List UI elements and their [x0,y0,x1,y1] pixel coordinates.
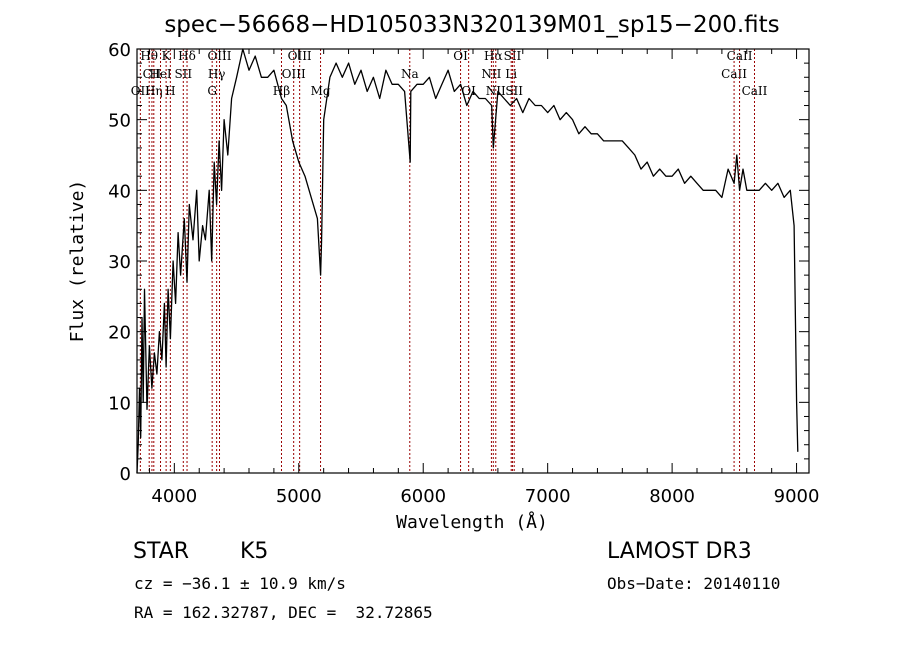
reference-line-label: CaII [727,49,753,63]
x-axis: 4000 5000 6000 7000 8000 9000 [148,49,820,507]
y-tick-label: 60 [108,40,131,61]
x-axis-label: Wavelength (Å) [396,511,548,533]
x-tick-label: 6000 [400,486,446,507]
reference-line-label: Na [401,67,419,81]
redshift-readout: cz = −36.1 ± 10.9 km/s [134,574,346,593]
reference-line-label: CII [143,67,162,81]
reference-line-label: SII [505,84,523,98]
y-axis-label: Flux (relative) [67,180,88,343]
reference-lines: OIIHθCIIHηHeIKHSIIHδGHγOIIIHβOIIIOIIIMgN… [131,49,768,473]
x-tick-label: 9000 [774,486,820,507]
reference-line-label: OIII [207,49,231,63]
object-class: STAR [133,539,190,564]
reference-line-label: Hδ [178,49,196,63]
reference-line-label: OIII [282,67,306,81]
reference-line-label: Hη [145,84,163,98]
x-tick-label: 4000 [151,486,197,507]
plot-frame [136,48,810,474]
reference-line-label: OIII [288,49,312,63]
reference-line-label: HeI [149,67,172,81]
survey-name: LAMOST DR3 [607,539,752,564]
object-subclass: K5 [240,539,269,564]
reference-line-label: CaII [721,67,747,81]
y-axis: 0 10 20 30 40 50 60 [108,40,809,485]
reference-line-label: NII [481,67,501,81]
reference-line-label: NII [486,84,506,98]
x-tick-label: 5000 [276,486,322,507]
y-tick-label: 0 [120,464,131,485]
spectrum-line [136,48,799,474]
reference-line-label: K [162,49,172,63]
reference-line-label: Hα [484,49,503,63]
reference-line-label: Li [505,67,517,81]
y-tick-label: 10 [108,393,131,414]
y-tick-label: 40 [108,181,131,202]
reference-line-label: OI [453,49,468,63]
x-tick-label: 8000 [649,486,695,507]
reference-line-label: Hθ [140,49,158,63]
y-tick-label: 20 [108,323,131,344]
reference-line-label: G [207,84,217,98]
reference-line-label: Hβ [273,84,290,98]
reference-line-label: SII [174,67,192,81]
reference-line-label: CaII [742,84,768,98]
reference-line-label: Mg [311,84,331,98]
reference-line-label: OI [461,84,476,98]
chart-title: spec−56668−HD105033N320139M01_sp15−200.f… [164,12,779,38]
y-tick-label: 50 [108,111,131,132]
obs-date: Obs−Date: 20140110 [607,574,781,593]
reference-line-label: Hγ [208,67,226,81]
x-tick-label: 7000 [525,486,571,507]
reference-line-label: SII [504,49,522,63]
y-tick-label: 30 [108,252,131,273]
reference-line-label: H [165,84,175,98]
coordinates: RA = 162.32787, DEC = 32.72865 [134,603,433,622]
